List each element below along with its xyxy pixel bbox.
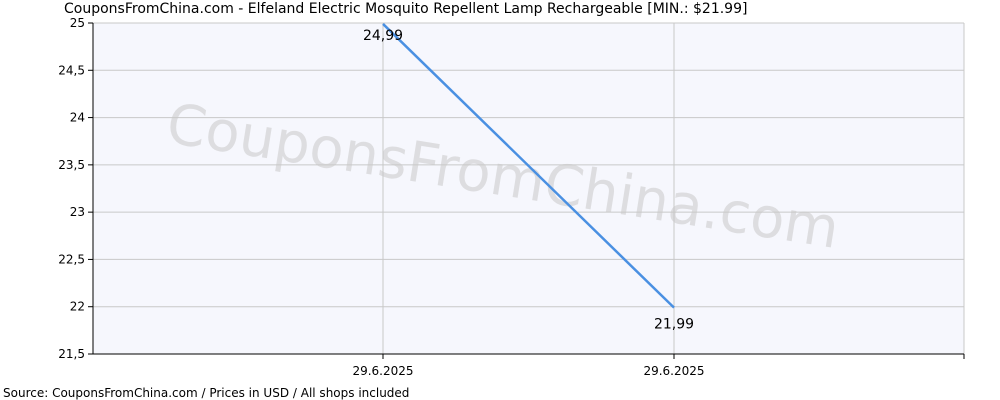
data-label: 21,99: [654, 317, 694, 333]
data-label: 24,99: [363, 28, 403, 44]
price-line: [382, 23, 675, 309]
source-note: Source: CouponsFromChina.com / Prices in…: [3, 386, 410, 400]
y-tick-label: 24: [70, 111, 85, 125]
y-tick-label: 23,5: [58, 158, 85, 172]
chart-title: CouponsFromChina.com - Elfeland Electric…: [64, 1, 748, 17]
plot-area: [93, 23, 964, 354]
x-tick-label: 29.6.2025: [643, 364, 704, 378]
y-tick-label: 22: [70, 300, 85, 314]
y-tick-label: 24,5: [58, 63, 85, 77]
y-tick-label: 23: [70, 205, 85, 219]
x-tick-label: 29.6.2025: [352, 364, 413, 378]
y-tick-label: 21,5: [58, 347, 85, 361]
y-tick-label: 22,5: [58, 252, 85, 266]
y-tick-label: 25: [70, 16, 85, 30]
